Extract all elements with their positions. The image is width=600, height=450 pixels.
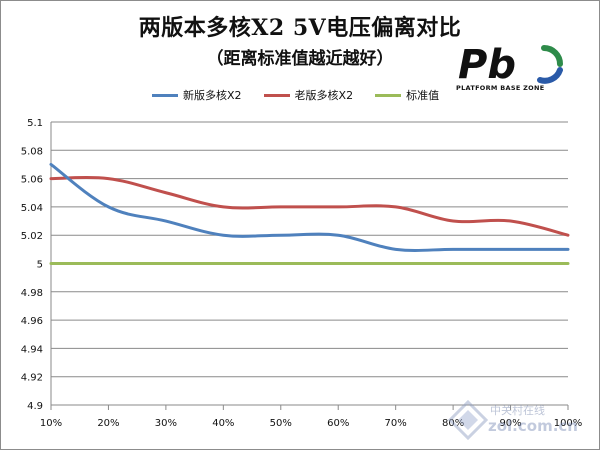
x-tick-label: 80%	[442, 418, 464, 429]
x-tick-label: 70%	[385, 418, 407, 429]
zol-watermark: 中关村在线 zol.com.cn	[448, 398, 588, 442]
y-tick-label: 4.96	[21, 316, 43, 327]
platform-base-zone-logo: Pb PLATFORM BASE ZONE	[456, 42, 574, 104]
y-tick-label: 5.02	[21, 231, 43, 242]
x-tick-label: 20%	[97, 418, 119, 429]
y-tick-label: 4.94	[21, 344, 43, 355]
legend-item-new: 新版多核X2	[152, 87, 242, 103]
legend-swatch-standard	[375, 93, 402, 97]
y-tick-label: 4.92	[21, 373, 43, 384]
x-tick-label: 40%	[212, 418, 234, 429]
legend-item-standard: 标准值	[375, 87, 439, 103]
logo-caption: PLATFORM BASE ZONE	[456, 84, 545, 92]
x-tick-label: 100%	[554, 418, 583, 429]
legend-label-new: 新版多核X2	[183, 89, 242, 102]
pb-logo-graphic: Pb	[458, 42, 563, 88]
logo-brand-text: Pb	[458, 42, 516, 84]
x-tick-label: 30%	[155, 418, 177, 429]
logo-arc-blue	[537, 67, 563, 84]
legend-label-standard: 标准值	[406, 89, 440, 102]
x-tick-label: 50%	[270, 418, 292, 429]
y-tick-label: 4.9	[27, 401, 43, 412]
series-line-old	[49, 175, 570, 237]
legend-label-old: 老版多核X2	[294, 89, 354, 102]
y-tick-label: 5.04	[21, 203, 43, 214]
legend-swatch-old	[263, 93, 290, 97]
chart-title: 两版本多核X2 5V电压偏离对比	[138, 15, 462, 41]
x-tick-label: 60%	[327, 418, 349, 429]
x-tick-label: 10%	[40, 418, 62, 429]
watermark-line1: 中关村在线	[490, 404, 545, 417]
x-tick-label: 90%	[499, 418, 521, 429]
y-tick-label: 5.06	[21, 175, 43, 186]
y-tick-label: 5.1	[27, 118, 43, 129]
legend-swatch-new	[152, 93, 178, 97]
series-line-new	[49, 162, 570, 252]
chart-subtitle: （距离标准值越近越好）	[206, 49, 394, 69]
y-tick-label: 4.98	[21, 288, 43, 299]
logo-arc-green	[541, 45, 563, 67]
y-tick-label: 5.08	[21, 146, 43, 157]
chart-legend: 新版多核X2 老版多核X2 标准值	[152, 87, 461, 103]
y-tick-label: 5	[37, 260, 43, 271]
watermark-line2: zol.com.cn	[488, 417, 578, 435]
watermark-logo-icon	[448, 400, 488, 440]
legend-item-old: 老版多核X2	[263, 87, 354, 103]
